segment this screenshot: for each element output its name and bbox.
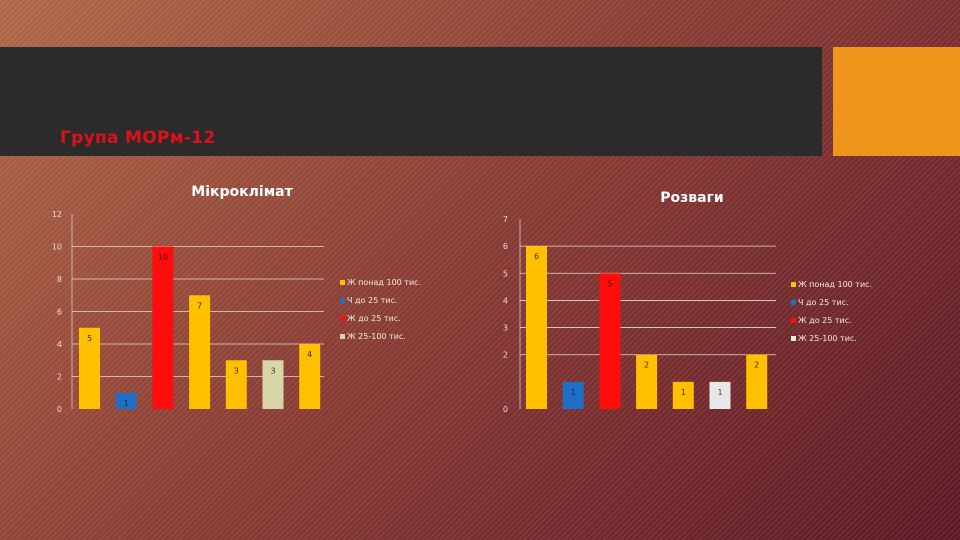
y-tick-label: 3 — [503, 324, 508, 333]
y-tick-label: 7 — [503, 215, 508, 224]
bar — [225, 360, 247, 409]
accent-block — [833, 47, 960, 156]
legend-label: Ч до 25 тис. — [798, 298, 849, 307]
bar — [672, 381, 694, 409]
data-label: 2 — [754, 361, 759, 370]
data-label: 2 — [644, 361, 649, 370]
legend-label: Ж 25-100 тис. — [798, 334, 857, 343]
legend-label: Ж понад 100 тис. — [347, 278, 421, 287]
data-label: 4 — [307, 350, 312, 359]
slide-title: Група МОРм-12 — [60, 128, 216, 148]
y-tick-label: 0 — [503, 405, 508, 414]
legend-swatch — [340, 334, 345, 339]
legend-swatch — [791, 300, 796, 305]
bar — [189, 295, 211, 409]
y-tick-label: 5 — [503, 269, 508, 278]
bar — [599, 273, 621, 409]
bar — [115, 392, 137, 409]
y-tick-label: 2 — [57, 373, 62, 382]
y-tick-label: 2 — [503, 351, 508, 360]
legend-swatch — [791, 318, 796, 323]
legend-label: Ж 25-100 тис. — [347, 332, 406, 341]
y-tick-label: 4 — [57, 340, 62, 349]
data-label: 1 — [717, 388, 722, 397]
data-label: 10 — [158, 253, 168, 262]
y-tick-label: 10 — [52, 243, 62, 252]
legend-label: Ж до 25 тис. — [798, 316, 852, 325]
header-bar — [0, 47, 822, 156]
y-tick-label: 6 — [503, 242, 508, 251]
legend-swatch — [340, 298, 345, 303]
y-tick-label: 8 — [57, 275, 62, 284]
data-label: 1 — [571, 388, 576, 397]
y-tick-label: 6 — [57, 308, 62, 317]
bar — [299, 344, 321, 409]
bar — [746, 354, 768, 409]
bar — [709, 381, 731, 409]
data-label: 1 — [124, 399, 129, 408]
bar — [152, 246, 174, 409]
bar — [636, 354, 658, 409]
chart-entertainment: Розваги 0 2 3 4 5 6 7 6 1 5 2 1 1 2 Ж понад 100 тис. Ч д… — [503, 190, 872, 414]
legend-label: Ж до 25 тис. — [347, 314, 401, 323]
chart-microclimate: Мікроклімат 0 2 4 6 8 10 12 5 1 10 7 3 3 4 Ж понад 100 … — [52, 184, 421, 414]
bar — [526, 246, 547, 409]
data-label: 5 — [87, 334, 92, 343]
data-label: 3 — [270, 366, 275, 375]
legend-swatch — [791, 336, 796, 341]
data-label: 3 — [234, 366, 239, 375]
chart-title: Розваги — [660, 190, 723, 206]
legend-swatch — [340, 316, 345, 321]
y-tick-label: 4 — [503, 296, 508, 305]
legend-swatch — [791, 282, 796, 287]
legend-swatch — [340, 280, 345, 285]
data-label: 1 — [681, 388, 686, 397]
bar — [79, 327, 100, 409]
bar — [262, 360, 284, 409]
y-tick-label: 12 — [52, 210, 62, 219]
chart-title: Мікроклімат — [191, 184, 293, 200]
y-tick-label: 0 — [57, 405, 62, 414]
legend-label: Ж понад 100 тис. — [798, 280, 872, 289]
data-label: 6 — [534, 252, 539, 261]
data-label: 7 — [197, 301, 202, 310]
legend-label: Ч до 25 тис. — [347, 296, 398, 305]
bar — [562, 381, 584, 409]
data-label: 5 — [607, 279, 612, 288]
